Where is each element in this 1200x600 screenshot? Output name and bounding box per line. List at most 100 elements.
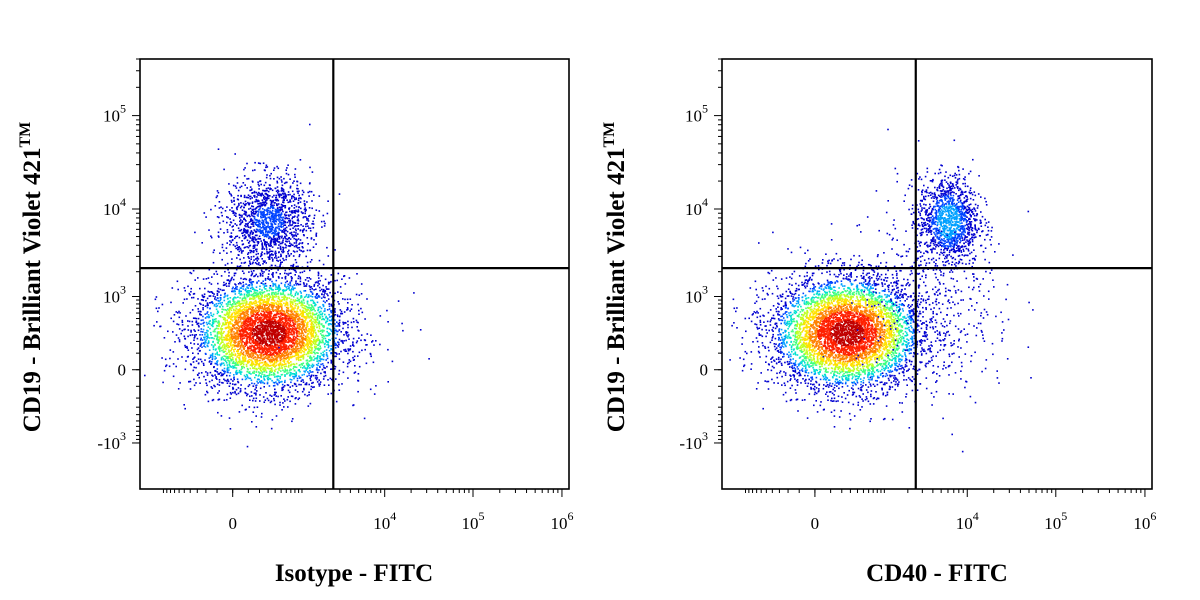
left-event-dot bbox=[342, 298, 344, 300]
left-event-dot bbox=[223, 343, 225, 345]
left-event-dot bbox=[330, 329, 332, 331]
left-event-dot bbox=[281, 308, 283, 311]
left-event-dot bbox=[274, 331, 276, 333]
left-event-dot bbox=[263, 347, 266, 349]
left-event-dot bbox=[328, 384, 330, 386]
left-event-dot bbox=[236, 312, 239, 315]
left-event-dot bbox=[345, 350, 348, 352]
left-event-dot bbox=[236, 305, 238, 307]
left-event-dot bbox=[165, 364, 168, 366]
left-event-dot bbox=[291, 316, 293, 318]
left-event-dot bbox=[256, 304, 259, 306]
left-event-dot bbox=[296, 321, 299, 323]
left-event-dot bbox=[296, 297, 299, 299]
left-event-dot bbox=[290, 278, 293, 280]
left-event-dot bbox=[264, 368, 267, 370]
left-event-dot bbox=[294, 274, 296, 276]
left-event-dot bbox=[236, 265, 239, 268]
left-event-dot bbox=[277, 305, 280, 308]
left-event-dot bbox=[269, 308, 271, 311]
left-event-dot bbox=[294, 338, 296, 341]
left-event-dot bbox=[306, 394, 309, 397]
left-event-dot bbox=[327, 361, 329, 364]
left-event-dot bbox=[247, 294, 250, 296]
left-event-dot bbox=[290, 279, 293, 282]
left-event-dot bbox=[279, 363, 281, 366]
left-event-dot bbox=[310, 371, 312, 373]
left-event-dot bbox=[301, 318, 304, 321]
left-event-dot bbox=[281, 327, 284, 330]
left-event-dot bbox=[262, 342, 264, 344]
left-event-dot bbox=[254, 307, 257, 310]
left-event-dot bbox=[319, 383, 321, 385]
left-event-dot bbox=[257, 275, 259, 278]
left-event-dot bbox=[290, 291, 292, 293]
left-event-dot bbox=[253, 367, 256, 370]
left-event-dot bbox=[293, 348, 295, 350]
left-event-dot bbox=[347, 302, 349, 304]
left-event-dot bbox=[301, 330, 303, 333]
left-event-dot bbox=[307, 355, 309, 358]
left-event-dot bbox=[313, 302, 315, 304]
left-event-dot bbox=[304, 383, 307, 386]
left-event-dot bbox=[328, 349, 331, 352]
left-event-dot bbox=[263, 356, 266, 359]
left-event-dot bbox=[209, 331, 212, 334]
left-event-dot bbox=[283, 370, 286, 373]
left-event-dot bbox=[213, 303, 216, 306]
left-event-dot bbox=[253, 370, 255, 373]
left-event-dot bbox=[248, 372, 251, 375]
left-event-dot bbox=[259, 345, 261, 347]
left-event-dot bbox=[282, 330, 284, 333]
left-event-dot bbox=[287, 389, 290, 392]
left-event-dot bbox=[279, 317, 282, 320]
left-event-dot bbox=[189, 388, 192, 390]
left-event-dot bbox=[264, 364, 267, 366]
left-event-dot bbox=[236, 331, 239, 333]
left-event-dot bbox=[313, 355, 315, 358]
left-event-dot bbox=[228, 346, 231, 348]
left-event-dot bbox=[307, 371, 309, 373]
left-event-dot bbox=[239, 281, 241, 284]
left-event-dot bbox=[187, 325, 189, 327]
left-event-dot bbox=[224, 318, 226, 321]
left-event-dot bbox=[253, 406, 256, 409]
left-event-dot bbox=[312, 335, 314, 337]
left-event-dot bbox=[228, 282, 231, 285]
left-event-dot bbox=[319, 315, 321, 318]
left-event-dot bbox=[311, 329, 313, 332]
left-event-dot bbox=[245, 331, 248, 333]
left-event-dot bbox=[230, 353, 232, 356]
left-event-dot bbox=[336, 333, 338, 336]
left-event-dot bbox=[236, 286, 238, 288]
left-event-dot bbox=[226, 367, 229, 369]
left-event-dot bbox=[256, 309, 259, 312]
left-event-dot bbox=[322, 300, 325, 302]
left-event-dot bbox=[260, 296, 262, 299]
left-event-dot bbox=[289, 319, 292, 321]
left-event-dot bbox=[328, 281, 331, 284]
left-event-dot bbox=[326, 320, 328, 323]
left-event-dot bbox=[275, 349, 278, 351]
left-event-dot bbox=[273, 360, 276, 363]
left-event-dot bbox=[233, 383, 236, 386]
left-event-dot bbox=[315, 347, 317, 350]
left-event-dot bbox=[290, 338, 292, 340]
left-event-dot bbox=[236, 326, 238, 329]
left-event-dot bbox=[316, 369, 319, 371]
left-event-dot bbox=[274, 288, 277, 291]
left-event-dot bbox=[243, 366, 245, 369]
left-event-dot bbox=[271, 339, 274, 342]
left-event-dot bbox=[270, 306, 273, 308]
left-event-dot bbox=[335, 400, 338, 403]
left-event-dot bbox=[301, 349, 303, 352]
left-event-dot bbox=[221, 346, 224, 348]
left-event-dot bbox=[265, 329, 267, 332]
left-event-dot bbox=[259, 327, 261, 329]
left-event-dot bbox=[204, 379, 207, 381]
left-event-dot bbox=[280, 374, 283, 376]
left-event-dot bbox=[294, 329, 296, 331]
left-event-dot bbox=[252, 298, 255, 301]
left-event-dot bbox=[232, 303, 234, 305]
left-event-dot bbox=[375, 340, 377, 342]
